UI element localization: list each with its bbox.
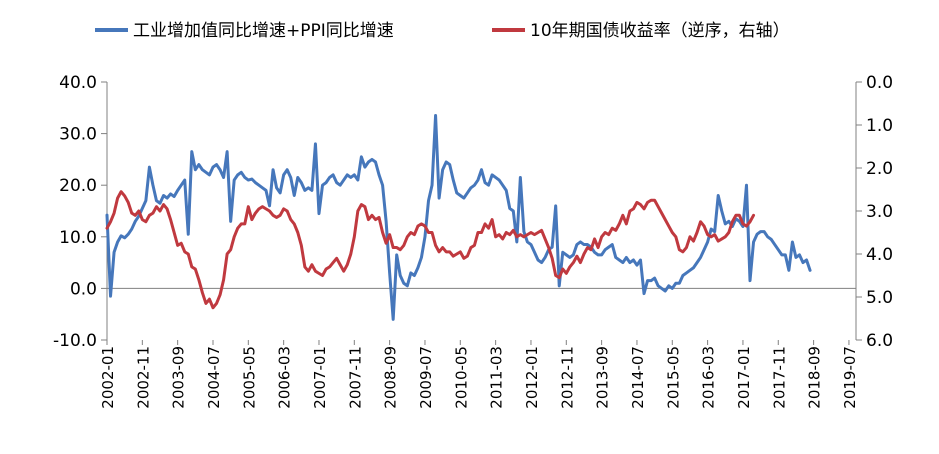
x-tick-label: 2017-01 bbox=[735, 346, 753, 409]
x-tick-label: 2018-09 bbox=[806, 346, 824, 409]
x-tick-label: 2005-05 bbox=[240, 346, 258, 409]
y-left-tick-label: 10.0 bbox=[59, 228, 97, 248]
x-tick-label: 2012-11 bbox=[558, 346, 576, 409]
x-tick-label: 2007-11 bbox=[346, 346, 364, 409]
x-tick-label: 2011-03 bbox=[488, 346, 506, 409]
series-line-1 bbox=[105, 114, 812, 321]
y-right-tick-label: 0.0 bbox=[866, 73, 893, 93]
y-left-tick-label: 20.0 bbox=[59, 176, 97, 196]
x-tick-label: 2016-03 bbox=[700, 346, 718, 409]
x-tick-label: 2009-07 bbox=[417, 346, 435, 409]
x-tick-label: 2017-11 bbox=[770, 346, 788, 409]
y-right-tick-label: 5.0 bbox=[866, 288, 893, 308]
x-tick-label: 2019-07 bbox=[841, 346, 859, 409]
legend-label-series-2: 10年期国债收益率（逆序，右轴） bbox=[530, 21, 790, 41]
x-tick-label: 2014-07 bbox=[629, 346, 647, 409]
y-right-tick-label: 3.0 bbox=[866, 202, 893, 222]
y-left-tick-label: 30.0 bbox=[59, 125, 97, 145]
axes: -10.0 0.0 10.0 20.0 30.0 40.0 0.0 1.0 2.0 3.0 4.0 5… bbox=[53, 73, 893, 409]
y-left-tick-label: 40.0 bbox=[59, 73, 97, 93]
x-tick-label: 2002-11 bbox=[134, 346, 152, 409]
x-tick-label: 2007-01 bbox=[311, 346, 329, 409]
x-tick-label: 2015-05 bbox=[664, 346, 682, 409]
x-tick-label: 2003-09 bbox=[170, 346, 188, 409]
x-tick-label: 2013-09 bbox=[594, 346, 612, 409]
series-line-2 bbox=[105, 190, 756, 310]
x-tick-label: 2012-01 bbox=[523, 346, 541, 409]
y-right-tick-label: 6.0 bbox=[866, 331, 893, 351]
x-tick-label: 2002-01 bbox=[99, 346, 117, 409]
y-right-tick-label: 4.0 bbox=[866, 245, 893, 265]
series-layer bbox=[105, 114, 812, 321]
x-tick-label: 2008-09 bbox=[382, 346, 400, 409]
x-tick-label: 2004-07 bbox=[205, 346, 223, 409]
legend-label-series-1: 工业增加值同比增速+PPI同比增速 bbox=[133, 21, 394, 41]
x-tick-label: 2010-05 bbox=[452, 346, 470, 409]
y-left-tick-label: -10.0 bbox=[53, 331, 97, 351]
y-right-tick-label: 2.0 bbox=[866, 159, 893, 179]
x-tick-label: 2006-03 bbox=[276, 346, 294, 409]
y-right-tick-label: 1.0 bbox=[866, 116, 893, 136]
y-left-tick-label: 0.0 bbox=[70, 279, 97, 299]
legend: 工业增加值同比增速+PPI同比增速 10年期国债收益率（逆序，右轴） bbox=[95, 21, 790, 41]
